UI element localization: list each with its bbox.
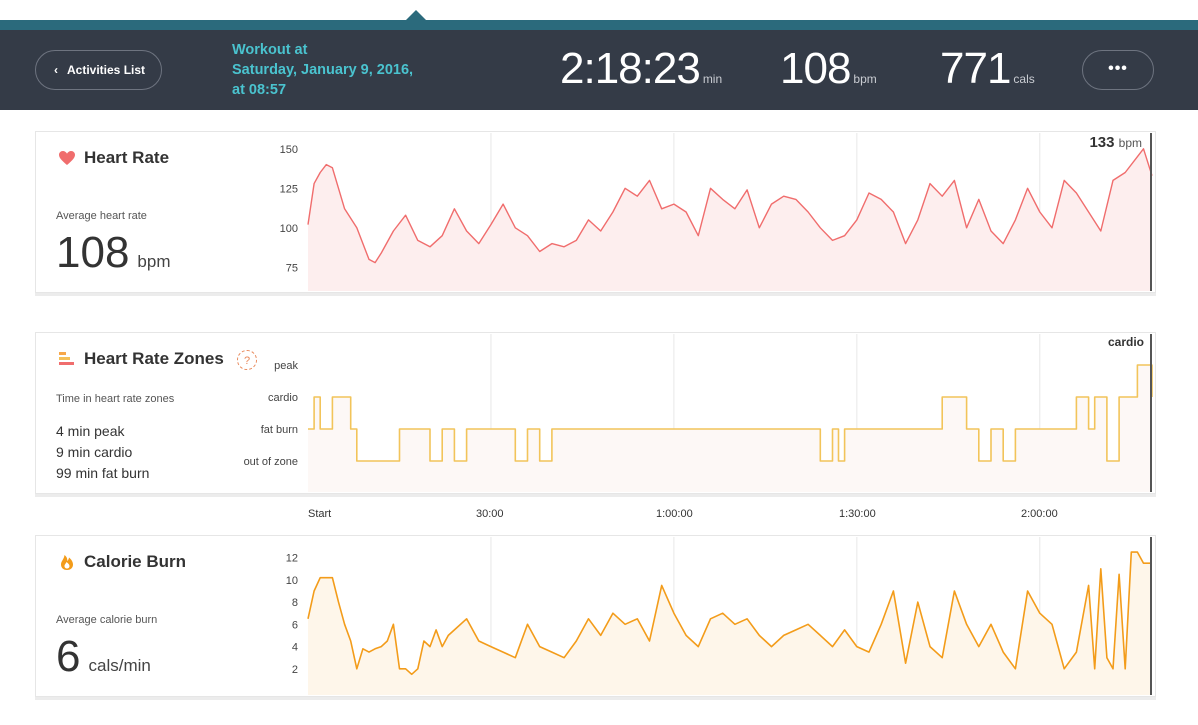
current-heart-rate-value: 133 bpm (1089, 134, 1142, 151)
y-tick-label: fat burn (261, 424, 298, 436)
y-tick-label: 100 (280, 223, 298, 235)
y-tick-label: out of zone (244, 456, 298, 468)
heart-rate-title: Heart Rate (84, 148, 170, 167)
y-tick-label: peak (274, 360, 298, 372)
x-axis-label: 2:00:00 (1021, 508, 1058, 520)
x-axis-label: 30:00 (476, 508, 504, 520)
duration-stat: 2:18:23 min (560, 44, 722, 94)
zones-bars-icon (59, 352, 74, 365)
heart-rate-stat: 108 bpm (780, 44, 877, 94)
y-tick-label: 8 (292, 597, 298, 609)
workout-title-line: Saturday, January 9, 2016, (232, 62, 414, 78)
y-tick-label: 75 (286, 262, 298, 274)
zone-line-fat-burn: 99 min fat burn (56, 465, 150, 481)
activities-list-label: Activities List (67, 63, 146, 77)
zones-caption: Time in heart rate zones (56, 393, 175, 405)
average-heart-rate-number: 108 (56, 228, 130, 277)
workout-header: ‹ Activities List Workout at Saturday, J… (0, 30, 1198, 110)
more-options-button[interactable]: ••• (1082, 50, 1154, 90)
x-axis-label: Start (308, 508, 332, 520)
workout-title: Workout at Saturday, January 9, 2016, at… (232, 40, 452, 100)
heart-rate-value: 108 (780, 44, 851, 93)
y-tick-label: 4 (292, 642, 298, 654)
help-icon[interactable]: ? (237, 350, 257, 370)
flame-icon (61, 555, 73, 570)
zones-summary: 4 min peak 9 min cardio 99 min fat burn (56, 421, 149, 484)
y-tick-label: 6 (292, 619, 298, 631)
workout-title-line: at 08:57 (232, 82, 287, 98)
calories-unit: cals (1013, 72, 1035, 86)
y-tick-label: cardio (268, 392, 298, 404)
average-calorie-burn-unit: cals/min (88, 656, 151, 675)
y-tick-label: 2 (292, 664, 298, 676)
average-calorie-burn-number: 6 (56, 632, 81, 681)
calorie-burn-title: Calorie Burn (84, 552, 187, 571)
average-calorie-burn-label: Average calorie burn (56, 614, 158, 626)
average-heart-rate-unit: bpm (137, 252, 171, 271)
x-axis-label: 1:30:00 (839, 508, 876, 520)
current-zone-label: cardio (1108, 335, 1144, 349)
series-area (308, 552, 1152, 695)
series-area (308, 148, 1152, 291)
calories-value: 771 (940, 44, 1011, 93)
calorie-burn-chart[interactable]: 12 10 8 6 4 2 (36, 536, 1155, 696)
x-axis-label: 1:00:00 (656, 508, 693, 520)
current-heart-rate-unit: bpm (1119, 136, 1142, 150)
duration-unit: min (702, 72, 723, 86)
average-calorie-burn-value: 6 cals/min (56, 632, 151, 682)
y-tick-label: 10 (286, 575, 298, 587)
heart-rate-zones-chart[interactable]: peak cardio fat burn out of zone cardio (36, 333, 1155, 493)
average-heart-rate-value: 108 bpm (56, 228, 171, 278)
workout-title-line: Workout at (232, 42, 308, 58)
zone-line-cardio: 9 min cardio (56, 444, 133, 460)
heart-rate-zones-title: Heart Rate Zones (84, 349, 224, 368)
active-tab-indicator (406, 10, 426, 20)
heart-icon (59, 151, 75, 165)
series-area (308, 365, 1152, 492)
header-accent-bar (0, 20, 1198, 30)
activities-list-button[interactable]: ‹ Activities List (35, 50, 162, 90)
heart-rate-chart[interactable]: 150 125 100 75 133 bpm (36, 132, 1155, 292)
calorie-burn-panel: Calorie Burn Average calorie burn 6 cals/… (35, 535, 1156, 697)
heart-rate-zones-panel: Heart Rate Zones ? Time in heart rate zo… (35, 332, 1156, 494)
y-tick-label: 125 (280, 183, 298, 195)
heart-rate-panel: Heart Rate Average heart rate 108 bpm 150… (35, 131, 1156, 293)
chevron-left-icon: ‹ (54, 63, 58, 77)
calories-stat: 771 cals (940, 44, 1035, 94)
average-heart-rate-label: Average heart rate (56, 210, 147, 222)
heart-rate-unit: bpm (853, 72, 877, 86)
duration-value: 2:18:23 (560, 44, 701, 93)
y-tick-label: 12 (286, 553, 298, 565)
y-tick-label: 150 (280, 144, 298, 156)
zone-line-peak: 4 min peak (56, 423, 125, 439)
